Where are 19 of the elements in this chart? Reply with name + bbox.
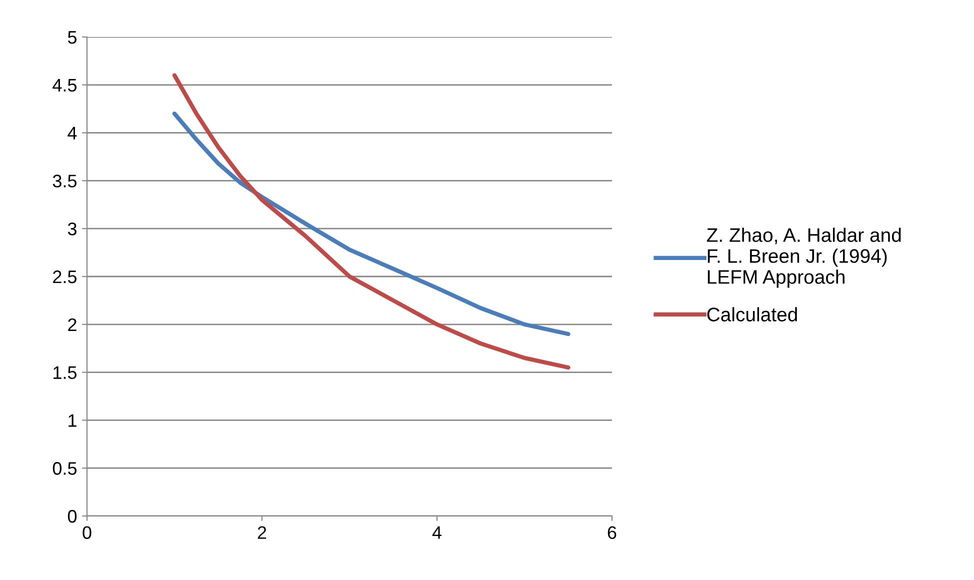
legend-label: Z. Zhao, A. Haldar and F. L. Breen Jr. (1994) LEFM Approach (706, 228, 901, 288)
y-tick-label: 0.5 (52, 462, 77, 475)
y-tick-label: 2 (68, 318, 76, 331)
y-tick-label: 4.5 (52, 79, 77, 92)
y-tick-label: 2.5 (53, 270, 77, 284)
legend-label: Calculated (707, 307, 797, 322)
line-series (172, 73, 570, 370)
x-tick-label: 2 (258, 526, 266, 539)
x-tick-label: 6 (608, 526, 616, 539)
y-tick-label: 3.5 (52, 174, 77, 188)
y-tick-label: 3 (68, 222, 76, 236)
y-tick-label: 1.5 (54, 366, 77, 380)
y-tick-label: 1 (68, 414, 76, 427)
y-tick-label: 0 (68, 510, 77, 523)
x-tick-label: 0 (82, 526, 92, 539)
y-tick-label: 5 (68, 31, 77, 44)
y-tick-label: 4 (68, 126, 77, 140)
x-tick-label: 4 (432, 526, 442, 539)
line-series (172, 112, 570, 336)
